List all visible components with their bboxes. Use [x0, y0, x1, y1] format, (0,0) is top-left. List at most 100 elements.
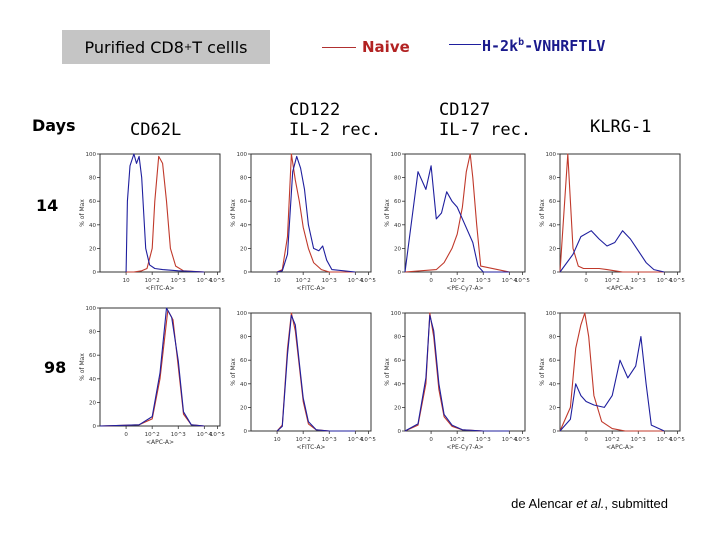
x-tick-label: 0 [124, 432, 128, 438]
plot-frame [99, 153, 221, 273]
plot-frame [250, 153, 372, 273]
x-tick-label: 10^2 [145, 432, 160, 438]
title-sup: + [183, 41, 193, 53]
x-tick-label: 10^5 [210, 432, 226, 438]
antigen-legend-label: H-2kb-VNHRFTLV [482, 37, 605, 55]
series-line-naive [99, 309, 205, 427]
y-tick-label: 80 [89, 176, 96, 182]
series-line-naive [404, 312, 510, 432]
x-axis-label: <FITC-A> [297, 444, 326, 451]
row-day-98: 98 [44, 358, 67, 377]
histogram-d14-klrg1: 0 20 40 60 80 100 % of Max 0 10^2 10^3 10^410^5 <AP… [539, 152, 686, 292]
y-tick-label: 0 [398, 429, 402, 435]
series-line-antigen [559, 230, 665, 273]
x-tick-label: 10^4 [197, 278, 213, 284]
y-tick-label: 80 [394, 176, 401, 182]
x-tick-label: 10^5 [515, 278, 531, 284]
x-tick-label: 10 [123, 278, 130, 284]
col-cd122-line1: CD122 [289, 100, 341, 120]
x-tick-label: 10^2 [296, 278, 311, 284]
x-tick-label: 10 [274, 278, 281, 284]
y-tick-label: 0 [244, 270, 248, 276]
row-day-14: 14 [36, 196, 59, 215]
x-tick-label: 10^3 [171, 432, 187, 438]
series-line-antigen [559, 336, 665, 432]
y-tick-label: 80 [549, 176, 556, 182]
x-tick-label: 10^4 [197, 432, 213, 438]
y-tick-label: 80 [240, 176, 247, 182]
y-tick-label: 80 [240, 335, 247, 341]
y-tick-label: 100 [237, 311, 248, 317]
y-tick-label: 0 [553, 429, 557, 435]
naive-legend-label: Naive [362, 38, 410, 56]
y-tick-label: 100 [86, 152, 97, 158]
series-line-naive [559, 153, 665, 273]
naive-legend-line [322, 47, 356, 48]
x-axis-label: <APC-A> [606, 285, 634, 292]
x-axis-label: <APC-A> [606, 444, 634, 451]
y-tick-label: 20 [394, 246, 401, 252]
y-tick-label: 20 [394, 405, 401, 411]
y-tick-label: 100 [391, 152, 402, 158]
x-tick-label: 10^2 [296, 437, 311, 443]
x-tick-label: 0 [584, 278, 588, 284]
series-line-naive [276, 312, 356, 432]
x-tick-label: 10^3 [171, 278, 187, 284]
x-tick-label: 10^2 [145, 278, 160, 284]
x-tick-label: 10^5 [361, 437, 377, 443]
col-cd127: CD127 IL-7 rec. [439, 100, 531, 140]
col-klrg1: KLRG-1 [590, 117, 652, 137]
x-tick-label: 0 [429, 437, 433, 443]
y-tick-label: 20 [549, 405, 556, 411]
x-tick-label: 10^2 [605, 437, 620, 443]
y-tick-label: 40 [89, 377, 96, 383]
citation: de Alencar et al., submitted [511, 496, 668, 511]
y-axis-label: % of Max [539, 358, 546, 386]
y-axis-label: % of Max [384, 358, 391, 386]
x-tick-label: 10^4 [348, 437, 364, 443]
plot-frame [559, 153, 681, 273]
y-tick-label: 20 [240, 405, 247, 411]
series-line-naive [276, 153, 356, 273]
plot-frame [559, 312, 681, 432]
x-tick-label: 0 [429, 278, 433, 284]
plot-frame [404, 312, 526, 432]
y-tick-label: 60 [89, 353, 96, 359]
col-cd127-line1: CD127 [439, 100, 491, 120]
x-tick-label: 10^5 [210, 278, 226, 284]
antigen-legend-sup: b [518, 37, 525, 48]
x-tick-label: 10^3 [476, 278, 492, 284]
y-tick-label: 60 [394, 358, 401, 364]
x-axis-label: <FITC-A> [146, 285, 175, 292]
x-tick-label: 10^5 [670, 278, 686, 284]
y-tick-label: 40 [240, 223, 247, 229]
series-line-naive [126, 155, 205, 273]
series-line-antigen [276, 155, 356, 273]
x-tick-label: 10 [274, 437, 281, 443]
y-tick-label: 0 [93, 270, 97, 276]
x-tick-label: 10^3 [322, 437, 338, 443]
y-axis-label: % of Max [230, 199, 237, 227]
x-tick-label: 10^3 [322, 278, 338, 284]
series-line-antigen [99, 307, 205, 427]
days-label: Days [32, 116, 76, 135]
x-axis-label: <APC-A> [146, 439, 174, 446]
x-axis-label: <PE-Cy7-A> [446, 285, 483, 292]
y-tick-label: 60 [549, 199, 556, 205]
antigen-legend-tail: -VNHRFTLV [524, 37, 606, 55]
series-line-antigen [125, 153, 205, 273]
y-tick-label: 20 [89, 400, 96, 406]
y-tick-label: 40 [394, 223, 401, 229]
y-axis-label: % of Max [539, 199, 546, 227]
x-tick-label: 10^3 [631, 437, 647, 443]
y-tick-label: 40 [240, 382, 247, 388]
y-axis-label: % of Max [230, 358, 237, 386]
y-tick-label: 60 [240, 358, 247, 364]
histogram-d14-cd127: 0 20 40 60 80 100 % of Max 0 10^2 10^3 10^410^5 <PE… [384, 152, 531, 292]
title-main: Purified CD8 [84, 37, 184, 57]
x-tick-label: 10^4 [657, 437, 673, 443]
y-tick-label: 80 [549, 335, 556, 341]
x-axis-label: <FITC-A> [297, 285, 326, 292]
y-tick-label: 100 [86, 306, 97, 312]
y-tick-label: 60 [89, 199, 96, 205]
